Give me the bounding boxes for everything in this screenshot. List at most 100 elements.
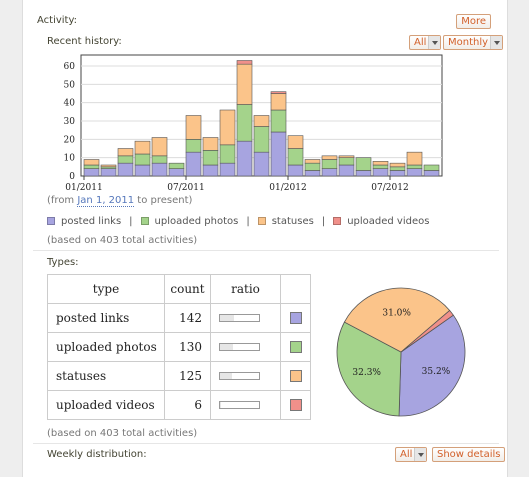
ratio-bar <box>219 401 260 409</box>
activity-panel: Activity: More Recent history: All Month… <box>22 0 508 477</box>
bar-segment[interactable] <box>389 170 406 177</box>
bar-segment[interactable] <box>83 164 100 169</box>
pie-slice[interactable] <box>336 321 402 417</box>
bar-segment[interactable] <box>321 155 338 160</box>
bar-segment[interactable] <box>406 168 423 177</box>
bar-segment[interactable] <box>304 162 321 171</box>
bar-segment[interactable] <box>355 170 372 177</box>
bar-segment[interactable] <box>236 140 253 177</box>
bar-segment[interactable] <box>185 115 202 140</box>
x-tick-label: 01/2011 <box>65 183 102 193</box>
bar-segment[interactable] <box>372 161 389 166</box>
chart-legend: posted links | uploaded photos | statuses | up… <box>47 216 437 227</box>
bar-segment[interactable] <box>253 115 270 127</box>
history-filter-type-dropdown[interactable]: All <box>409 35 442 50</box>
bar-segment[interactable] <box>219 109 236 146</box>
bar-segment[interactable] <box>338 164 355 177</box>
type-cell: posted links <box>47 303 165 333</box>
pie-slice[interactable] <box>398 314 466 417</box>
count-cell: 130 <box>164 332 211 362</box>
bar-segment[interactable] <box>270 93 287 111</box>
bar-segment[interactable] <box>168 162 185 169</box>
bar-segment[interactable] <box>134 164 151 177</box>
bar-segment[interactable] <box>100 164 117 168</box>
bar-segment[interactable] <box>423 170 440 177</box>
count-cell: 125 <box>164 361 211 391</box>
type-cell: uploaded videos <box>47 390 165 420</box>
bar-segment[interactable] <box>304 170 321 177</box>
bar-segment[interactable] <box>219 144 236 164</box>
bar-segment[interactable] <box>236 60 253 65</box>
bar-segment[interactable] <box>253 126 270 153</box>
y-tick-label: 40 <box>64 99 76 109</box>
bar-segment[interactable] <box>117 155 134 164</box>
bar-segment[interactable] <box>406 151 423 166</box>
bar-segment[interactable] <box>83 168 100 177</box>
bar-segment[interactable] <box>83 159 100 166</box>
bar-segment[interactable] <box>355 157 372 171</box>
bar-segment[interactable] <box>202 137 219 151</box>
bar-segment[interactable] <box>117 162 134 177</box>
chevron-down-icon <box>428 36 441 49</box>
chevron-down-icon <box>414 448 427 461</box>
legend-posted-links[interactable]: posted links <box>47 216 121 227</box>
history-date-range: (from Jan 1, 2011 to present) <box>47 195 192 207</box>
bar-segment[interactable] <box>372 168 389 177</box>
show-details-button[interactable]: Show details <box>432 447 506 462</box>
bar-segment[interactable] <box>287 135 304 149</box>
bar-segment[interactable] <box>389 162 406 168</box>
bar-segment[interactable] <box>202 164 219 177</box>
more-button[interactable]: More <box>456 14 491 29</box>
legend-separator: | <box>246 216 250 227</box>
bar-segment[interactable] <box>134 153 151 166</box>
y-tick-label: 0 <box>69 172 75 182</box>
bar-segment[interactable] <box>253 151 270 177</box>
legend-uploaded-videos[interactable]: uploaded videos <box>333 216 429 227</box>
x-tick-label: 07/2011 <box>167 183 204 193</box>
bar-segment[interactable] <box>372 164 389 169</box>
bar-segment[interactable] <box>117 148 134 157</box>
bar-segment[interactable] <box>270 131 287 177</box>
bar-segment[interactable] <box>270 109 287 133</box>
legend-swatch <box>140 217 149 225</box>
legend-label: posted links <box>61 216 122 227</box>
pie-slice[interactable] <box>343 287 451 353</box>
bar-segment[interactable] <box>304 159 321 164</box>
header-color <box>280 274 311 304</box>
ratio-cell <box>210 303 281 333</box>
bar-segment[interactable] <box>202 150 219 166</box>
bar-segment[interactable] <box>185 151 202 177</box>
bar-segment[interactable] <box>338 155 355 158</box>
bar-segment[interactable] <box>389 166 406 171</box>
bar-segment[interactable] <box>423 164 440 171</box>
bar-segment[interactable] <box>151 155 168 164</box>
history-period-dropdown[interactable]: Monthly <box>443 35 504 50</box>
bar-segment[interactable] <box>287 164 304 177</box>
start-date-link[interactable]: Jan 1, 2011 <box>77 195 135 207</box>
bar-segment[interactable] <box>321 159 338 169</box>
legend-statuses[interactable]: statuses <box>257 216 314 227</box>
legend-uploaded-photos[interactable]: uploaded photos <box>140 216 238 227</box>
history-filter-type-value: All <box>414 37 427 48</box>
bar-segment[interactable] <box>185 139 202 153</box>
ratio-bar <box>219 314 260 322</box>
bar-segment[interactable] <box>168 168 185 177</box>
y-tick-label: 30 <box>64 117 76 127</box>
legend-swatch <box>257 217 266 225</box>
bar-segment[interactable] <box>236 104 253 142</box>
legend-swatch <box>47 217 55 225</box>
bar-segment[interactable] <box>134 140 151 155</box>
weekly-filter-dropdown[interactable]: All <box>395 447 428 462</box>
bar-segment[interactable] <box>236 63 253 105</box>
activity-label: Activity: <box>37 15 78 26</box>
bar-segment[interactable] <box>338 157 355 166</box>
bar-segment[interactable] <box>151 137 168 157</box>
bar-segment[interactable] <box>151 162 168 177</box>
bar-segment[interactable] <box>100 168 117 177</box>
bar-segment[interactable] <box>270 91 287 94</box>
bar-segment[interactable] <box>287 148 304 166</box>
bar-segment[interactable] <box>321 168 338 177</box>
bar-segment[interactable] <box>406 164 423 169</box>
pie-slice[interactable] <box>400 309 454 353</box>
bar-segment[interactable] <box>219 162 236 177</box>
